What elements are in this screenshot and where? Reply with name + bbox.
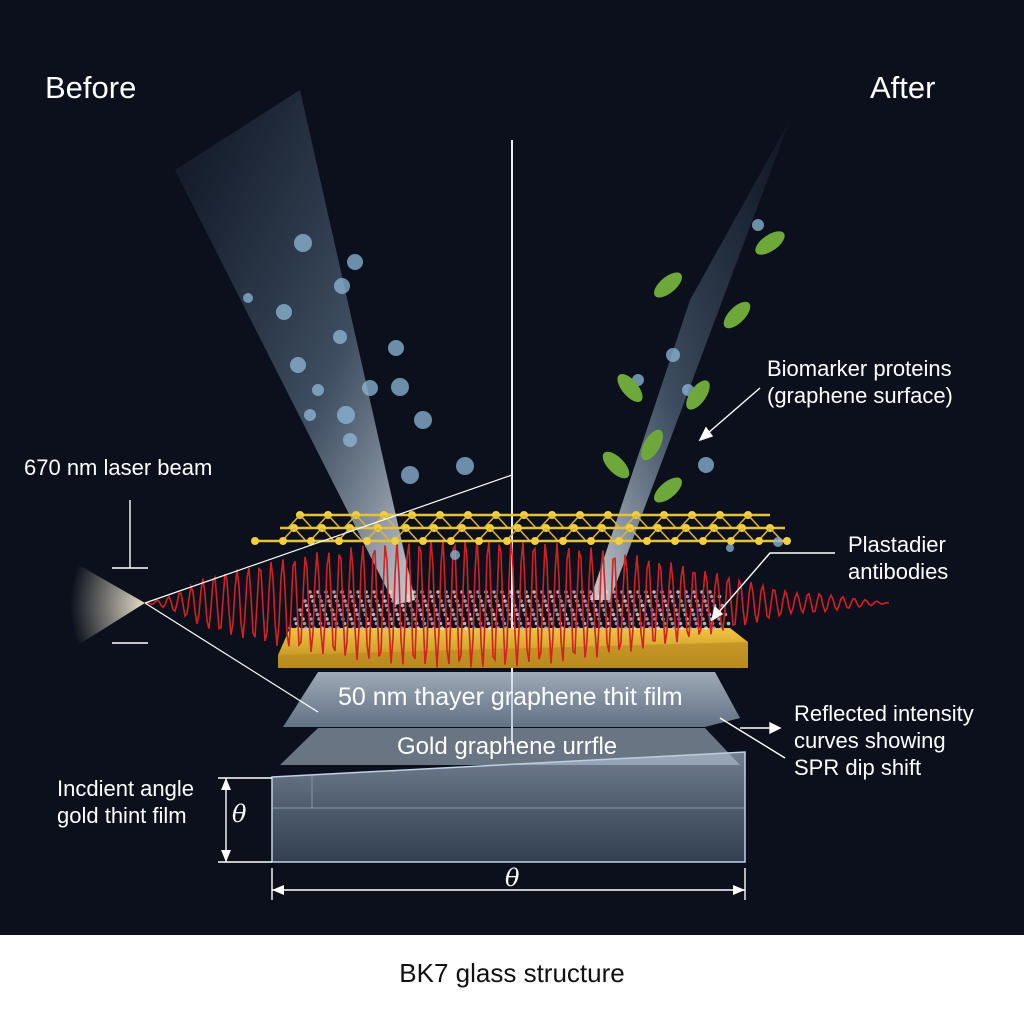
graphene-lattice xyxy=(251,511,791,545)
layer-graphene-surface xyxy=(280,728,740,765)
blue-molecules xyxy=(243,219,783,560)
laser-marker xyxy=(112,500,148,644)
biomarker-label: Biomarker proteins (graphene surface) xyxy=(767,356,953,408)
laser-label: 670 nm laser beam xyxy=(24,455,213,480)
caption: BK7 glass structure xyxy=(399,958,625,988)
incident-angle-label: Incdient angle gold thint film xyxy=(57,776,194,828)
caption-bar xyxy=(0,935,1024,1024)
glass-block xyxy=(271,751,746,863)
beam-before xyxy=(175,90,415,605)
after-label: After xyxy=(870,70,936,105)
laser-source xyxy=(70,474,513,713)
before-label: Before xyxy=(45,70,137,105)
antibodies-label: Plastadier antibodies xyxy=(848,532,949,584)
theta-horizontal-label: θ xyxy=(505,864,520,892)
theta-vertical-label: θ xyxy=(232,800,247,828)
leader-lines xyxy=(698,387,835,759)
beam-after xyxy=(590,120,790,600)
reflected-label: Reflected intensity curves showing SPR d… xyxy=(794,701,974,780)
vertical-dimension xyxy=(218,777,272,863)
thin-film-label: 50 nm thayer graphene thit film xyxy=(338,683,683,711)
layer-thin-film xyxy=(283,672,740,727)
green-proteins xyxy=(602,231,785,503)
spr-wave xyxy=(144,538,890,668)
graphene-surface-label: Gold graphene urrfle xyxy=(397,733,618,760)
diagram-canvas: Before After 670 nm laser beam Biomarker… xyxy=(0,0,1024,935)
spr-illustration xyxy=(70,90,890,900)
horizontal-dimension xyxy=(271,868,746,900)
